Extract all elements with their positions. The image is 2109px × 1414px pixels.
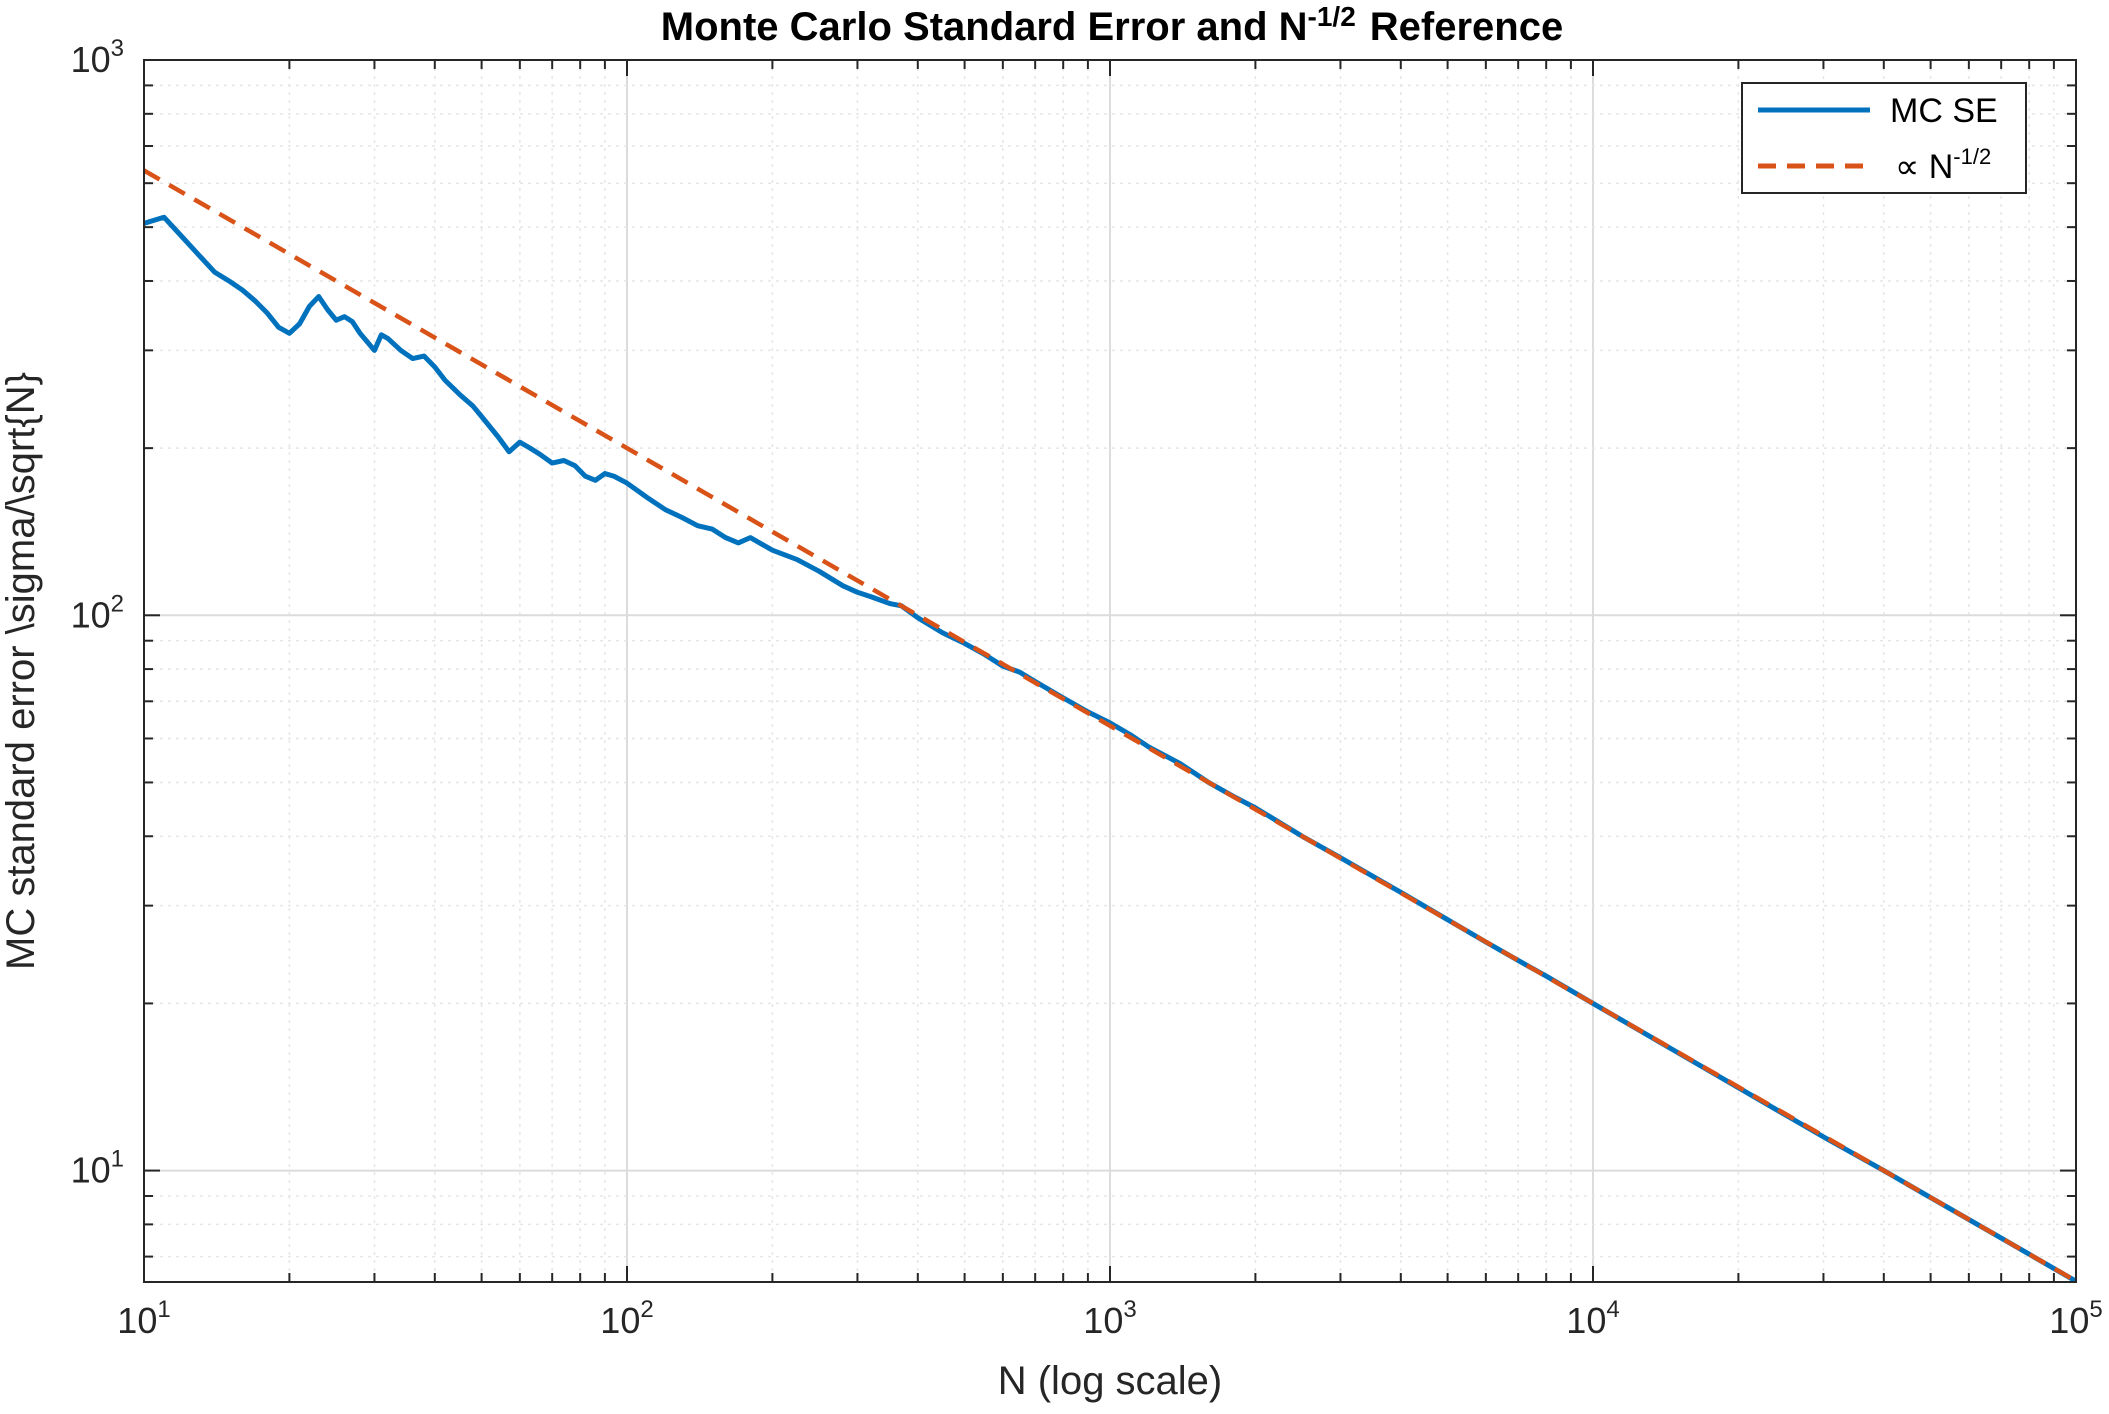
y-axis-label: MC standard error \sigma/\sqrt{N}: [0, 372, 43, 970]
grid: [144, 60, 2076, 1282]
x-tick-label-exponent: 3: [1123, 1296, 1136, 1323]
y-tick-label: 101: [71, 1146, 124, 1191]
y-tick-label: 102: [71, 590, 124, 635]
y-tick-label-exponent: 1: [111, 1146, 124, 1173]
y-tick-label: 103: [71, 35, 124, 80]
x-tick-label: 103: [1083, 1296, 1136, 1341]
x-tick-label-base: 10: [2049, 1300, 2089, 1341]
y-tick-label-base: 10: [71, 39, 111, 80]
y-tick-label-exponent: 3: [111, 35, 124, 62]
plot-area-frame: [143, 59, 2077, 1283]
chart-title-suffix: Reference: [1370, 5, 1563, 49]
x-tick-label: 101: [117, 1296, 170, 1341]
legend-box: [1741, 82, 2027, 194]
x-tick-label-exponent: 1: [157, 1296, 170, 1323]
legend-label-reference-exponent: -1/2: [1953, 144, 1991, 169]
legend-label-reference: ∝ N-1/2: [1895, 144, 1991, 186]
legend: MC SE ∝ N-1/2: [1741, 82, 2027, 194]
x-axis-label: N (log scale): [998, 1359, 1223, 1403]
y-tick-label-exponent: 2: [111, 590, 124, 617]
y-tick-label-base: 10: [71, 594, 111, 635]
axis-ticks: [143, 59, 2077, 1282]
x-tick-label-base: 10: [600, 1300, 640, 1341]
series-layer: [144, 168, 2076, 1282]
x-tick-label: 102: [600, 1296, 653, 1341]
x-tick-label-exponent: 5: [2089, 1296, 2102, 1323]
x-tick-label: 105: [2049, 1296, 2102, 1341]
x-tick-label-base: 10: [117, 1300, 157, 1341]
y-tick-label-base: 10: [71, 1150, 111, 1191]
legend-label-mc-se: MC SE: [1890, 92, 1998, 130]
x-tick-labels: 101 102 103 104 105: [117, 1296, 2102, 1341]
x-tick-label: 104: [1566, 1296, 1619, 1341]
series-line-reference: [144, 168, 2076, 1282]
x-tick-label-exponent: 4: [1606, 1296, 1619, 1323]
chart-title-exponent: -1/2: [1308, 1, 1356, 32]
x-tick-label-exponent: 2: [640, 1296, 653, 1323]
x-tick-label-base: 10: [1083, 1300, 1123, 1341]
chart-title: Monte Carlo Standard Error and N-1/2 Refe…: [661, 1, 1563, 49]
x-tick-label-base: 10: [1566, 1300, 1606, 1341]
